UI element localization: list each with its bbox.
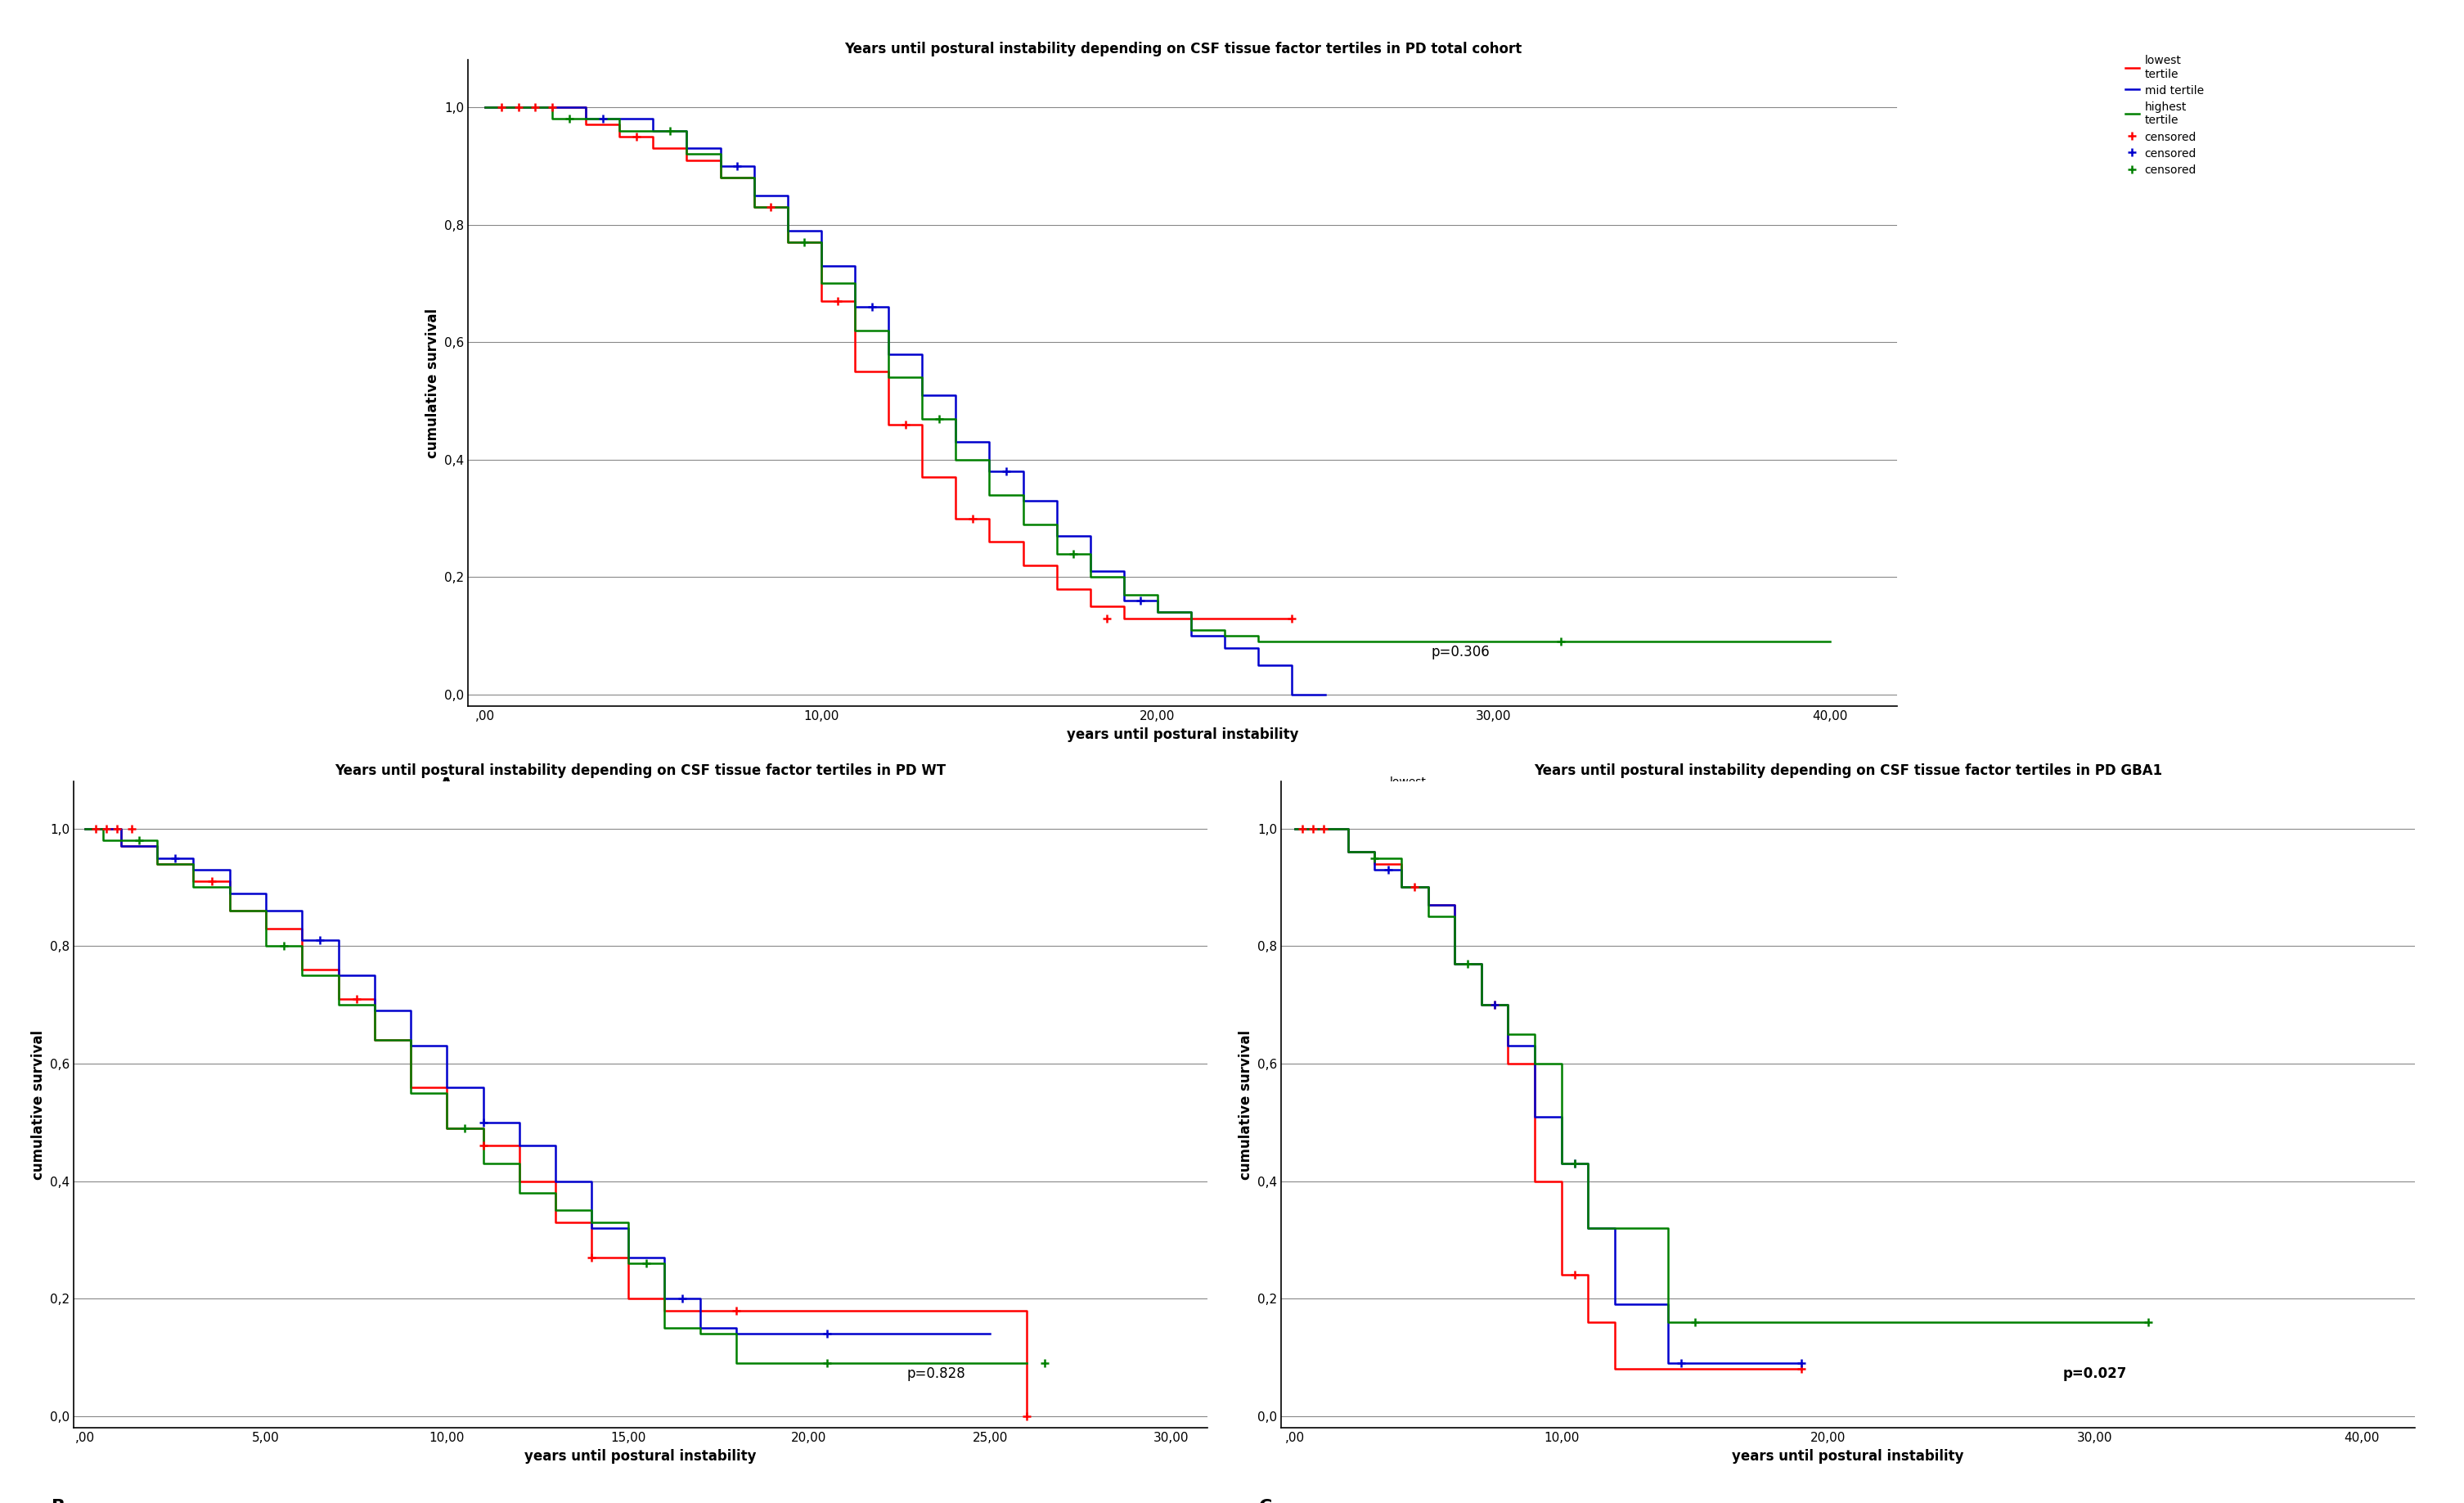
Title: Years until postural instability depending on CSF tissue factor tertiles in PD W: Years until postural instability dependi… bbox=[335, 764, 946, 779]
Y-axis label: cumulative survival: cumulative survival bbox=[1239, 1030, 1252, 1180]
Text: p=0.306: p=0.306 bbox=[1432, 645, 1488, 660]
Text: A: A bbox=[439, 777, 453, 794]
Legend: lowest
tertile, mid tertile, highest
tertile, censored, censored, censored: lowest tertile, mid tertile, highest ter… bbox=[2124, 53, 2205, 179]
Y-axis label: cumulative survival: cumulative survival bbox=[426, 308, 439, 458]
Title: Years until postural instability depending on CSF tissue factor tertiles in PD t: Years until postural instability dependi… bbox=[845, 42, 1520, 57]
Text: C: C bbox=[1259, 1498, 1271, 1503]
X-axis label: years until postural instability: years until postural instability bbox=[525, 1449, 756, 1464]
X-axis label: years until postural instability: years until postural instability bbox=[1732, 1449, 1964, 1464]
Text: B: B bbox=[52, 1498, 64, 1503]
Legend: lowest
tertile, mid tertile, highest
tertile, censored, censored, censored: lowest tertile, mid tertile, highest ter… bbox=[1368, 774, 1451, 900]
Y-axis label: cumulative survival: cumulative survival bbox=[32, 1030, 44, 1180]
Title: Years until postural instability depending on CSF tissue factor tertiles in PD G: Years until postural instability dependi… bbox=[1533, 764, 2163, 779]
X-axis label: years until postural instability: years until postural instability bbox=[1067, 727, 1299, 742]
Text: p=0.828: p=0.828 bbox=[907, 1366, 966, 1381]
Text: p=0.027: p=0.027 bbox=[2062, 1366, 2126, 1381]
